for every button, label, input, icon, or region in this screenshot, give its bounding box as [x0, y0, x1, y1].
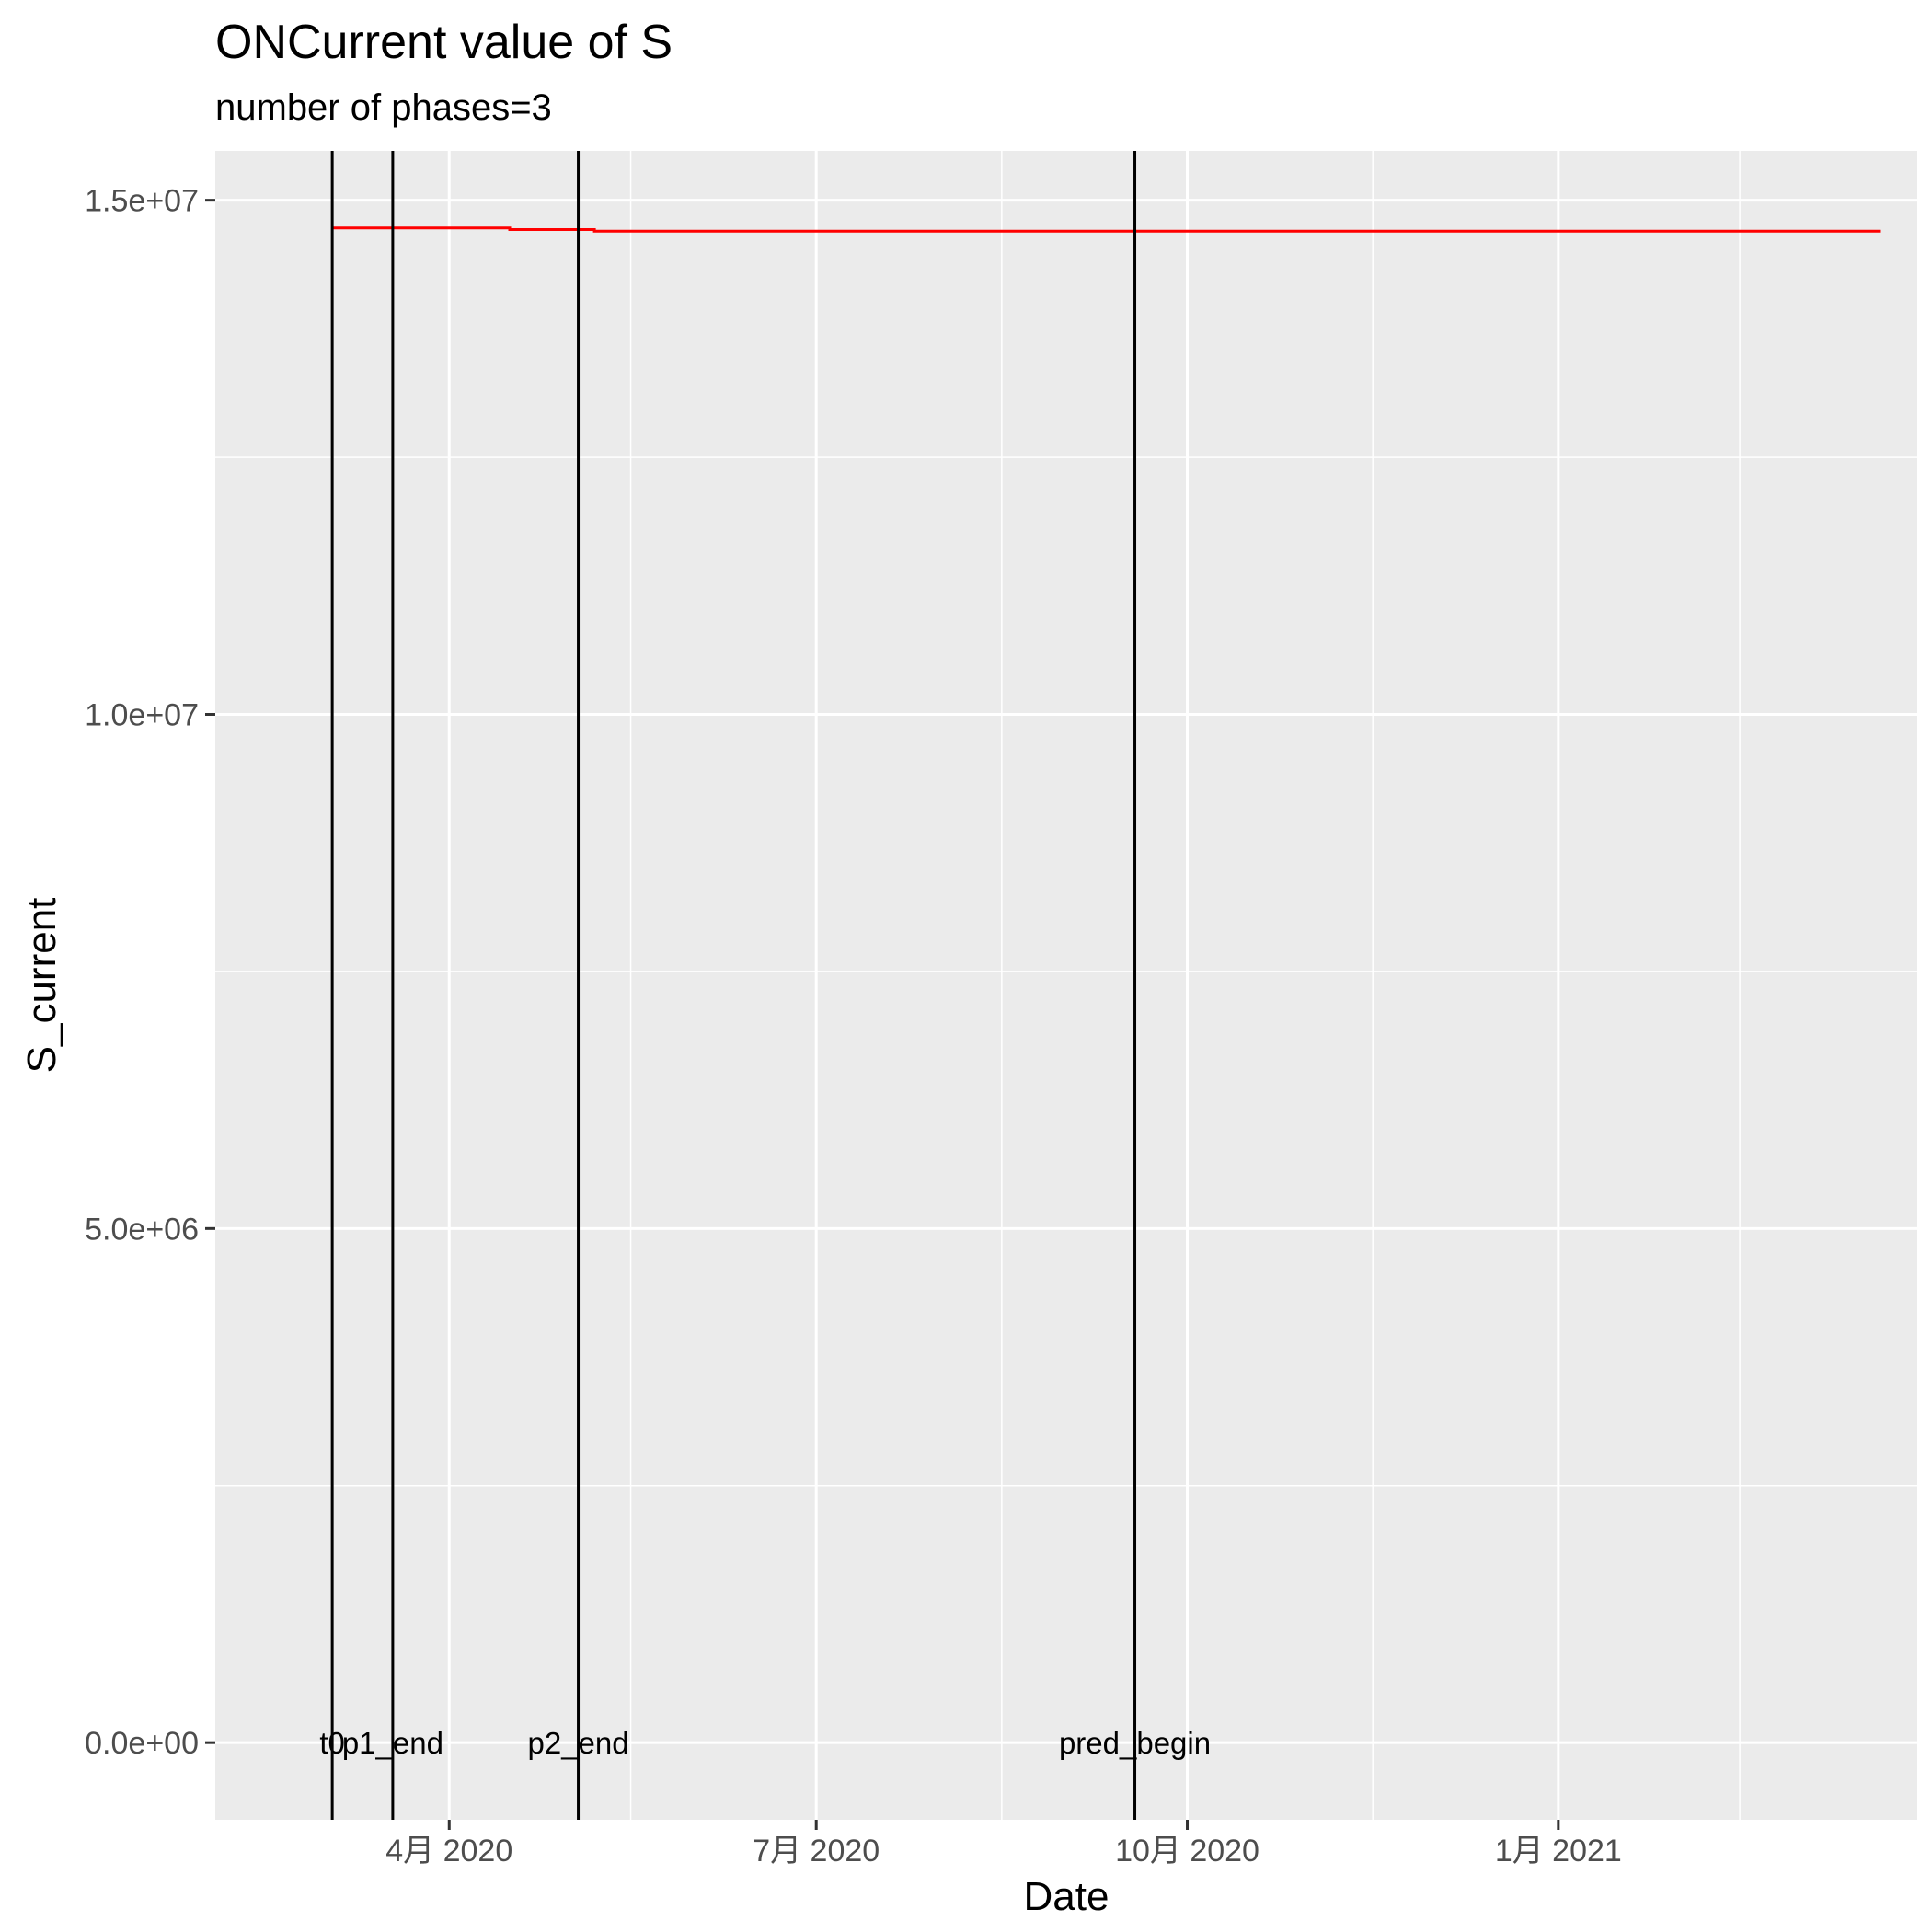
- series-layer: [332, 226, 1881, 233]
- y-tick-label: 1.0e+07: [85, 697, 199, 732]
- x-tick-label: 1月 2021: [1495, 1834, 1622, 1869]
- y-tick-label: 1.5e+07: [85, 184, 199, 219]
- x-tick-label: 10月 2020: [1115, 1834, 1259, 1869]
- plot-panel: [215, 151, 1917, 1820]
- grid-minor: [215, 151, 1917, 1820]
- y-axis: 0.0e+00 5.0e+06 1.0e+07 1.5e+07: [85, 184, 215, 1761]
- vline-label-p2-end: p2_end: [527, 1726, 628, 1760]
- chart-title: ONCurrent value of S: [215, 16, 673, 69]
- x-tick-label: 7月 2020: [753, 1834, 880, 1869]
- x-tick-label: 4月 2020: [385, 1834, 512, 1869]
- y-tick-label: 5.0e+06: [85, 1212, 199, 1247]
- grid-major: [215, 151, 1917, 1820]
- vline-label-pred-begin: pred_begin: [1059, 1726, 1211, 1760]
- x-axis-label: Date: [1024, 1874, 1110, 1919]
- y-axis-label: S_current: [19, 898, 64, 1074]
- vline-label-p1-end: p1_end: [342, 1726, 443, 1760]
- chart-subtitle: number of phases=3: [215, 87, 552, 128]
- series-line-s-current: [332, 226, 1881, 233]
- vline-label-t0: t0: [319, 1726, 345, 1760]
- x-axis: 4月 2020 7月 2020 10月 2020 1月 2021: [385, 1820, 1622, 1869]
- y-tick-label: 0.0e+00: [85, 1726, 199, 1761]
